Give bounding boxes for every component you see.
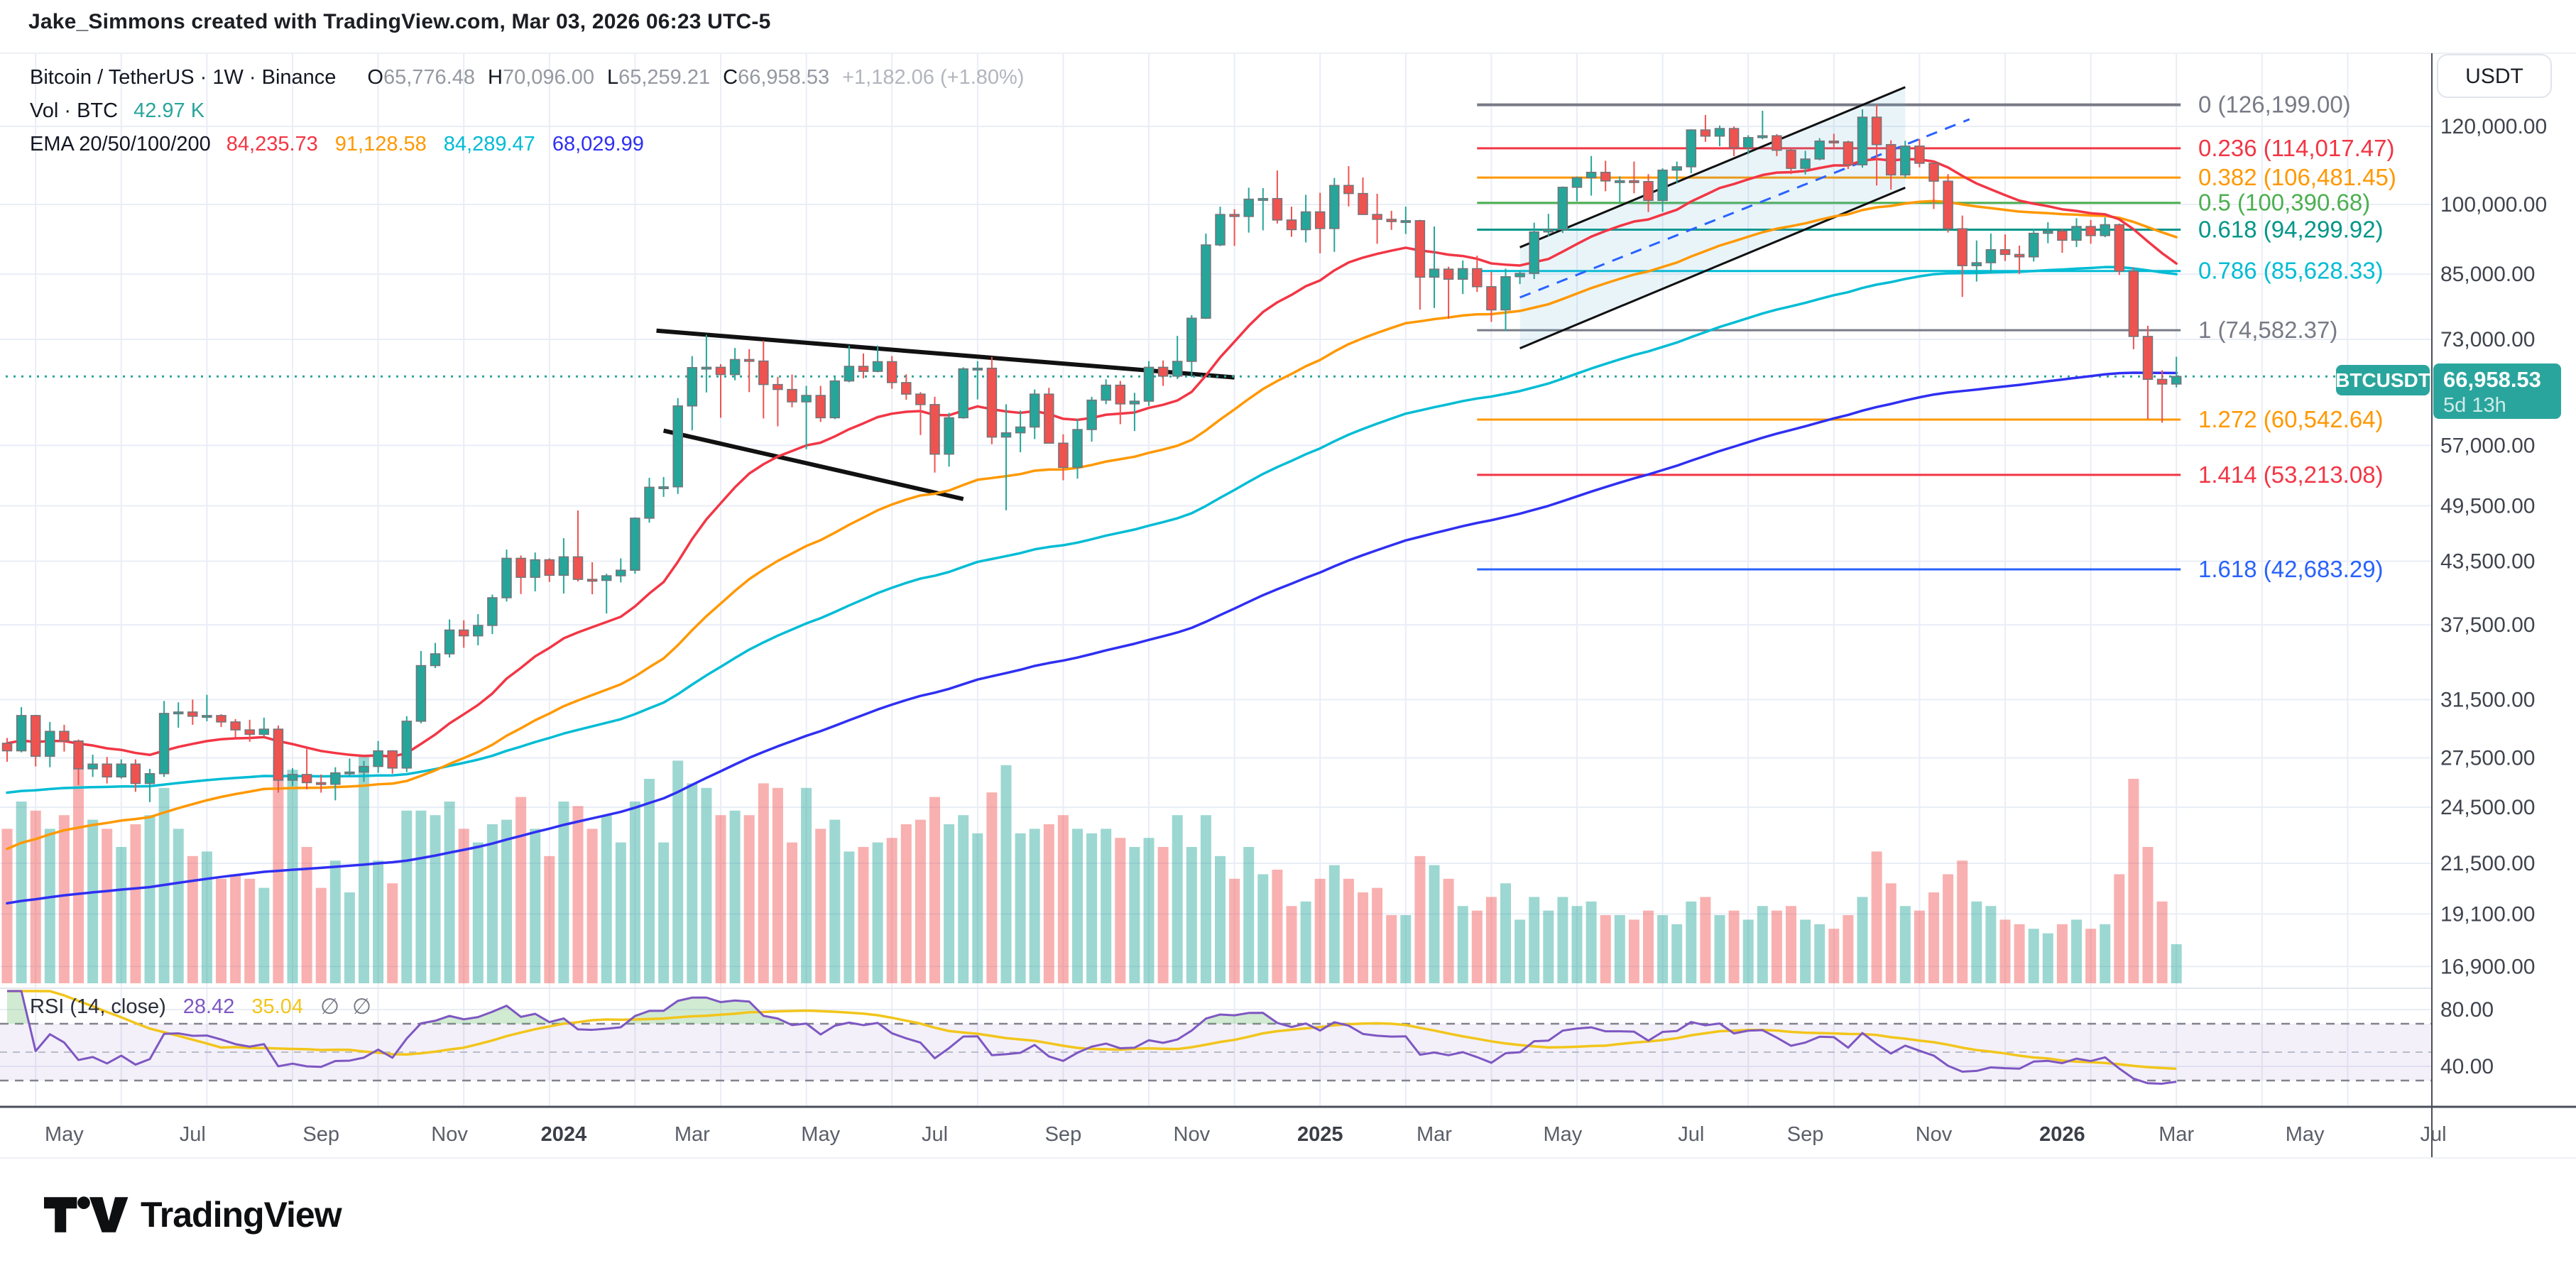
svg-text:Mar: Mar <box>2159 1123 2194 1146</box>
svg-text:0.786 (85,628.33): 0.786 (85,628.33) <box>2198 258 2384 284</box>
svg-text:19,100.00: 19,100.00 <box>2440 902 2535 926</box>
symbol-legend: Bitcoin / TetherUS · 1W · Binance O 65,77… <box>30 61 1024 161</box>
ema200-value: 68,029.99 <box>552 133 644 155</box>
tradingview-logo-icon <box>44 1196 129 1232</box>
svg-text:57,000.00: 57,000.00 <box>2440 434 2535 457</box>
ema-label: EMA 20/50/100/200 <box>30 133 211 155</box>
rsi-lowerband-empty-icon: ∅ <box>351 994 371 1019</box>
close-label: C <box>723 66 738 89</box>
svg-text:1 (74,582.37): 1 (74,582.37) <box>2198 317 2337 343</box>
symbol-info-row[interactable]: Bitcoin / TetherUS · 1W · Binance O 65,77… <box>30 61 1024 94</box>
fib-retracement: 0 (126,199.00) 0.236 (114,017.47) 0.382 (1… <box>1477 92 2396 582</box>
svg-text:May: May <box>1544 1123 1583 1146</box>
svg-text:Jul: Jul <box>180 1123 206 1146</box>
svg-text:66,958.53: 66,958.53 <box>2443 367 2541 392</box>
svg-text:120,000.00: 120,000.00 <box>2440 115 2547 138</box>
rsi-indicator-row[interactable]: RSI (14, close) 28.42 35.04 ∅ ∅ <box>30 994 384 1019</box>
high-value: 70,096.00 <box>502 66 594 89</box>
currency-button[interactable]: USDT <box>2437 54 2552 98</box>
svg-text:16,900.00: 16,900.00 <box>2440 955 2535 978</box>
svg-text:21,500.00: 21,500.00 <box>2440 852 2535 875</box>
volume-value: 42.97 K <box>133 99 205 122</box>
svg-text:37,500.00: 37,500.00 <box>2440 613 2535 637</box>
svg-text:1.618 (42,683.29): 1.618 (42,683.29) <box>2198 556 2384 582</box>
change-value: +1,182.06 (+1.80%) <box>842 66 1025 89</box>
volume-indicator-row[interactable]: Vol · BTC 42.97 K <box>30 94 1024 128</box>
svg-text:Mar: Mar <box>1417 1123 1452 1146</box>
svg-text:43,500.00: 43,500.00 <box>2440 550 2535 574</box>
volume-label: Vol · BTC <box>30 99 119 122</box>
volume-layer <box>1 756 2182 983</box>
svg-text:2025: 2025 <box>1297 1123 1343 1146</box>
svg-text:Jul: Jul <box>922 1123 948 1146</box>
tradingview-wordmark: TradingView <box>141 1195 342 1235</box>
rsi-pane <box>0 1022 2432 1082</box>
svg-text:Nov: Nov <box>1916 1123 1953 1146</box>
tradingview-brand: TradingView <box>44 1194 342 1235</box>
ema-indicator-row[interactable]: EMA 20/50/100/200 84,235.73 91,128.58 84… <box>30 128 1024 161</box>
rsi-lines <box>7 990 2177 1085</box>
svg-text:Nov: Nov <box>431 1123 468 1146</box>
svg-text:5d 13h: 5d 13h <box>2443 394 2506 417</box>
svg-text:Sep: Sep <box>1045 1123 1082 1146</box>
svg-text:May: May <box>801 1123 840 1146</box>
grid-layer <box>0 53 2576 1106</box>
close-value: 66,958.53 <box>738 66 830 89</box>
svg-text:73,000.00: 73,000.00 <box>2440 328 2535 351</box>
svg-text:0.236 (114,017.47): 0.236 (114,017.47) <box>2198 135 2394 161</box>
attribution-header: Jake_Simmons created with TradingView.co… <box>28 10 771 33</box>
svg-text:0.5 (100,390.68): 0.5 (100,390.68) <box>2198 190 2370 216</box>
price-axis[interactable]: 120,000.00 100,000.00 85,000.00 73,000.00 57… <box>2440 115 2547 1078</box>
svg-text:Sep: Sep <box>1787 1123 1824 1146</box>
svg-text:BTCUSDT: BTCUSDT <box>2335 369 2430 391</box>
svg-text:100,000.00: 100,000.00 <box>2440 193 2547 217</box>
svg-text:USDT: USDT <box>2465 65 2523 88</box>
high-label: H <box>488 66 503 89</box>
ema100-value: 84,289.47 <box>443 133 535 155</box>
ema20-value: 84,235.73 <box>226 133 318 155</box>
svg-text:49,500.00: 49,500.00 <box>2440 495 2535 518</box>
svg-text:27,500.00: 27,500.00 <box>2440 746 2535 770</box>
svg-text:0.382 (106,481.45): 0.382 (106,481.45) <box>2198 164 2396 190</box>
svg-text:80.00: 80.00 <box>2440 998 2494 1022</box>
svg-text:24,500.00: 24,500.00 <box>2440 796 2535 819</box>
svg-text:1.272 (60,542.64): 1.272 (60,542.64) <box>2198 406 2384 432</box>
candles-layer[interactable] <box>1 104 2182 802</box>
svg-text:2026: 2026 <box>2039 1123 2085 1146</box>
svg-text:May: May <box>45 1123 84 1146</box>
pane-separators <box>0 53 2576 1159</box>
svg-text:40.00: 40.00 <box>2440 1055 2494 1078</box>
rsi-value: 28.42 <box>182 995 235 1018</box>
rsi-upperband-empty-icon: ∅ <box>320 994 339 1019</box>
symbol-title[interactable]: Bitcoin / TetherUS · 1W · Binance <box>30 66 337 89</box>
svg-text:Jul: Jul <box>1678 1123 1704 1146</box>
open-value: 65,776.48 <box>383 66 475 89</box>
rsi-ma-value: 35.04 <box>251 995 303 1018</box>
svg-text:31,500.00: 31,500.00 <box>2440 688 2535 711</box>
symbol-price-pill[interactable]: BTCUSDT <box>2335 365 2430 395</box>
svg-text:85,000.00: 85,000.00 <box>2440 263 2535 286</box>
svg-text:Jul: Jul <box>2420 1123 2446 1146</box>
svg-text:Nov: Nov <box>1174 1123 1211 1146</box>
rsi-label: RSI (14, close) <box>30 995 166 1018</box>
svg-text:Sep: Sep <box>302 1123 339 1146</box>
svg-text:May: May <box>2286 1123 2325 1146</box>
low-label: L <box>606 66 619 89</box>
ema50-value: 91,128.58 <box>334 133 427 155</box>
time-axis[interactable]: May Jul Sep Nov 2024 Mar May Jul Sep Nov 2025 Mar Ma… <box>45 1123 2447 1146</box>
svg-text:2024: 2024 <box>541 1123 587 1146</box>
open-label: O <box>367 66 383 89</box>
svg-text:0.618 (94,299.92): 0.618 (94,299.92) <box>2198 216 2384 242</box>
svg-text:Mar: Mar <box>675 1123 710 1146</box>
svg-text:0 (126,199.00): 0 (126,199.00) <box>2198 92 2351 118</box>
low-value: 65,259.21 <box>618 66 711 89</box>
svg-text:1.414 (53,213.08): 1.414 (53,213.08) <box>2198 461 2384 488</box>
